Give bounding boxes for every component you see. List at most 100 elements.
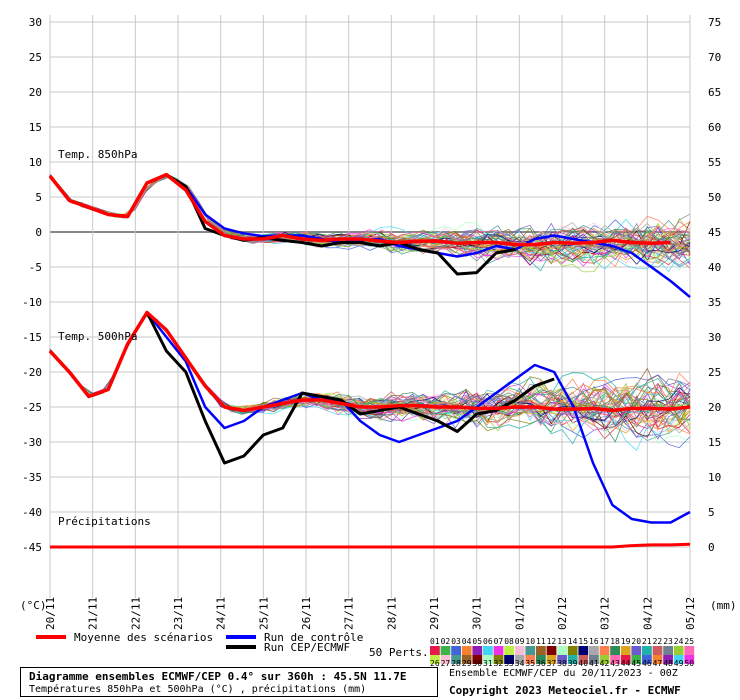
legend-mean-label: Moyenne des scénarios [74, 631, 213, 644]
member-swatch [589, 655, 599, 664]
mean-line-1 [48, 310, 691, 413]
member-swatch [673, 655, 684, 664]
member-number: 46 [642, 659, 652, 668]
member-swatch [430, 655, 440, 664]
control-line-1 [49, 311, 691, 524]
right-tick-label: 75 [708, 16, 721, 29]
member-number: 31 [483, 659, 493, 668]
member-swatch [599, 655, 610, 664]
member-number: 24 [674, 637, 684, 646]
member-number: 26 [430, 659, 440, 668]
member-swatch [557, 655, 567, 664]
left-tick-label: -15 [22, 331, 42, 344]
member-swatch [578, 646, 589, 655]
member-number: 29 [462, 659, 472, 668]
member-swatch [546, 646, 557, 655]
left-tick-label: 0 [35, 226, 42, 239]
x-tick-label: 20/11 [44, 597, 57, 630]
member-number: 15 [578, 637, 588, 646]
left-tick-label: 10 [29, 156, 42, 169]
member-number: 25 [684, 637, 694, 646]
member-swatch [493, 646, 504, 655]
member-swatch [652, 655, 663, 664]
member-line [49, 174, 691, 251]
member-number: 50 [684, 659, 694, 668]
left-tick-label: -45 [22, 541, 42, 554]
member-number: 43 [610, 659, 620, 668]
copyright: Copyright 2023 Meteociel.fr - ECMWF [449, 684, 681, 697]
right-tick-label: 65 [708, 86, 721, 99]
member-number: 14 [568, 637, 578, 646]
panel-label-850: Temp. 850hPa [58, 148, 137, 161]
right-tick-label: 60 [708, 121, 721, 134]
member-number: 11 [536, 637, 546, 646]
panel-label-precip: Précipitations [58, 515, 151, 528]
x-tick-label: 24/11 [215, 597, 228, 630]
right-tick-label: 35 [708, 296, 721, 309]
member-swatch [472, 646, 483, 655]
member-number: 07 [494, 637, 504, 646]
x-tick-label: 01/12 [513, 597, 526, 630]
right-tick-label: 5 [708, 506, 715, 519]
member-swatch [642, 655, 652, 664]
member-number: 16 [589, 637, 599, 646]
precip-mean-line [50, 542, 691, 549]
member-number: 32 [494, 659, 504, 668]
left-tick-label: -5 [29, 261, 42, 274]
member-swatch [461, 646, 472, 655]
left-tick-label: -30 [22, 436, 42, 449]
x-axis: 20/11 21/11 22/11 23/11 24/11 25/11 26/11 27/11… [44, 597, 697, 630]
member-number: 05 [472, 637, 482, 646]
left-tick-label: -35 [22, 471, 42, 484]
right-tick-label: 25 [708, 366, 721, 379]
right-tick-label: 70 [708, 51, 721, 64]
member-swatch [525, 655, 536, 664]
member-number: 12 [547, 637, 557, 646]
left-tick-label: -25 [22, 401, 42, 414]
member-number: 36 [536, 659, 546, 668]
member-number: 48 [663, 659, 673, 668]
member-number: 27 [441, 659, 451, 668]
plot-background [50, 15, 690, 598]
member-number: 04 [462, 637, 472, 646]
member-number: 33 [504, 659, 514, 668]
member-number: 13 [557, 637, 567, 646]
member-number: 02 [441, 637, 451, 646]
legend-control-label: Run de contrôle [264, 631, 363, 644]
member-swatch [451, 646, 461, 655]
member-number: 38 [557, 659, 567, 668]
info-box: Diagramme ensembles ECMWF/CEP 0.4° sur 3… [20, 667, 438, 697]
member-swatch [599, 646, 610, 655]
member-swatch [514, 646, 525, 655]
member-number: 09 [515, 637, 525, 646]
member-number: 21 [642, 637, 652, 646]
x-tick-label: 22/11 [129, 597, 142, 630]
legend-perts-label: 50 Perts. [369, 646, 429, 659]
member-number: 01 [430, 637, 440, 646]
x-tick-label: 05/12 [684, 597, 697, 630]
member-number: 35 [525, 659, 535, 668]
left-tick-label: 25 [29, 51, 42, 64]
mean-line-0 [48, 172, 671, 247]
x-tick-label: 30/11 [471, 597, 484, 630]
member-swatch [504, 655, 514, 664]
left-tick-label: 15 [29, 121, 42, 134]
member-swatch [589, 646, 599, 655]
left-axis: 30 25 20 15 10 5 0 -5 -10 -15 -20 -25 -30 -35 -40 -45 [22, 16, 42, 554]
member-swatch [652, 646, 663, 655]
chart-title: Diagramme ensembles ECMWF/CEP 0.4° sur 3… [29, 670, 407, 683]
x-tick-label: 04/12 [641, 597, 654, 630]
member-swatch [620, 646, 631, 655]
member-swatch [440, 646, 451, 655]
member-number: 23 [663, 637, 673, 646]
member-number: 49 [674, 659, 684, 668]
right-tick-label: 50 [708, 191, 721, 204]
x-tick-label: 28/11 [385, 597, 398, 630]
member-swatch [461, 655, 472, 664]
member-swatch [684, 655, 695, 664]
member-swatch [567, 646, 578, 655]
member-swatch [663, 655, 673, 664]
right-tick-label: 20 [708, 401, 721, 414]
member-number: 42 [600, 659, 610, 668]
